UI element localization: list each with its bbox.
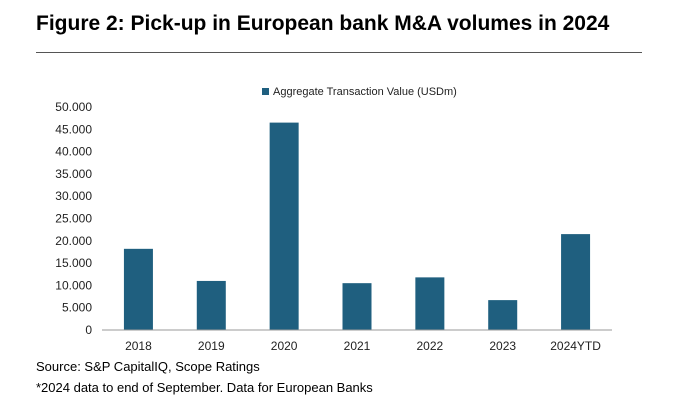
y-tick-label: 35.000 xyxy=(55,167,92,181)
bar-2024YTD xyxy=(561,234,591,330)
x-tick-label: 2021 xyxy=(344,339,371,353)
y-tick-label: 40.000 xyxy=(55,145,92,159)
bar-2023 xyxy=(488,300,518,330)
y-tick-label: 25.000 xyxy=(55,212,92,226)
bars xyxy=(123,122,591,330)
x-tick-label: 2019 xyxy=(198,339,225,353)
chart-legend: Aggregate Transaction Value (USDm) xyxy=(262,86,457,98)
bar-2018 xyxy=(123,248,153,330)
y-tick-label: 10.000 xyxy=(55,278,92,292)
y-axis-labels: 0 5.000 10.000 15.000 20.000 25.000 30.000 35.0… xyxy=(55,100,92,337)
x-tick-label: 2023 xyxy=(489,339,516,353)
x-tick-label: 2024YTD xyxy=(550,339,601,353)
y-tick-label: 20.000 xyxy=(55,234,92,248)
y-tick-label: 45.000 xyxy=(55,122,92,136)
legend-label: Aggregate Transaction Value (USDm) xyxy=(273,86,457,98)
title-divider xyxy=(36,52,642,53)
footnote: *2024 data to end of September. Data for… xyxy=(36,380,373,395)
x-tick-label: 2020 xyxy=(271,339,298,353)
y-tick-label: 5.000 xyxy=(62,301,92,315)
bar-2022 xyxy=(415,277,445,330)
x-tick-label: 2018 xyxy=(125,339,152,353)
y-tick-label: 0 xyxy=(85,323,92,337)
x-tick-label: 2022 xyxy=(417,339,444,353)
bar-2021 xyxy=(342,283,372,330)
figure-title: Figure 2: Pick-up in European bank M&A v… xyxy=(36,12,610,35)
y-tick-label: 30.000 xyxy=(55,189,92,203)
y-tick-label: 15.000 xyxy=(55,256,92,270)
legend-swatch xyxy=(262,88,269,95)
y-tick-label: 50.000 xyxy=(55,100,92,114)
x-axis-labels: 2018 2019 2020 2021 2022 2023 2024YTD xyxy=(125,339,601,353)
bar-2019 xyxy=(196,280,226,330)
bar-2020 xyxy=(269,122,299,330)
source-note: Source: S&P CapitalIQ, Scope Ratings xyxy=(36,359,260,374)
